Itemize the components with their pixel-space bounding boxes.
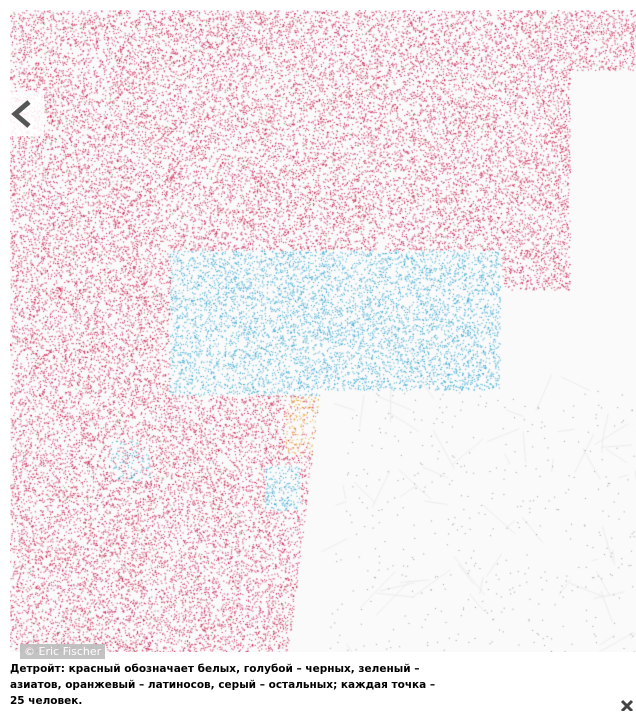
photo-credit: © Eric Fischer xyxy=(20,644,106,659)
dot-map-image: © Eric Fischer xyxy=(10,10,636,659)
close-button[interactable] xyxy=(620,696,634,715)
previous-slide-button[interactable] xyxy=(0,92,44,136)
racial-dot-map-detroit xyxy=(10,10,636,652)
chevron-left-icon xyxy=(11,100,31,128)
image-caption: Детройт: красный обозначает белых, голуб… xyxy=(10,663,436,707)
close-icon xyxy=(620,699,634,713)
